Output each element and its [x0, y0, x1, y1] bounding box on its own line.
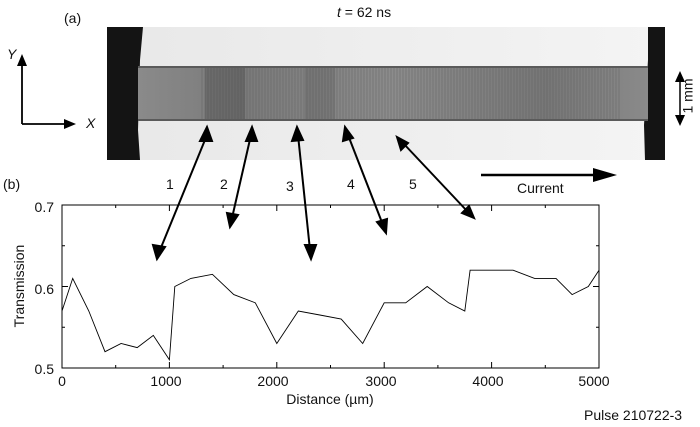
time-label: t = 62 ns	[337, 4, 391, 20]
transmission-trace	[61, 269, 600, 362]
xtick-5000: 5000	[578, 373, 610, 389]
arrow-2-head-top	[244, 124, 259, 142]
arrow-5-head-top	[395, 134, 410, 152]
axis-ticks	[61, 204, 600, 369]
wire-striations	[200, 66, 620, 121]
y-arrowhead	[17, 54, 27, 66]
arrow-5-head-bottom	[460, 204, 476, 220]
arrow-1	[159, 134, 208, 251]
arrow-3-head-bottom	[303, 244, 318, 262]
current-label: Current	[517, 180, 564, 196]
pulse-label: Pulse 210722-3	[584, 407, 683, 423]
current-arrowhead	[593, 168, 617, 182]
region-number-1: 1	[166, 176, 174, 192]
xtick-3000: 3000	[365, 373, 397, 389]
panel-a-label: (a)	[64, 10, 82, 26]
time-var: t	[337, 4, 341, 20]
x-axis-label: Distance (µm)	[286, 391, 374, 407]
arrow-5	[402, 142, 469, 213]
time-value: = 62 ns	[340, 4, 392, 20]
dark-region-2	[305, 66, 335, 121]
scale-label: 1 mm	[679, 78, 696, 114]
region-number-3: 3	[286, 178, 294, 194]
xtick-2000: 2000	[257, 373, 289, 389]
arrow-3-head-top	[290, 124, 305, 143]
region-number-2: 2	[220, 176, 228, 192]
arrow-4-head-top	[341, 124, 355, 143]
panel-b-label: (b)	[3, 176, 21, 192]
arrow-1-head-top	[198, 124, 214, 142]
arrow-4-head-bottom	[375, 217, 389, 236]
arrow-3	[297, 134, 311, 251]
dark-region	[205, 66, 245, 121]
xtick-1000: 1000	[150, 373, 182, 389]
ytick-0.5: 0.5	[34, 361, 54, 377]
y-axis-label: Transmission	[11, 244, 27, 328]
xtick-0: 0	[58, 373, 66, 389]
x-indicator-label: X	[86, 115, 96, 131]
left-electrode	[107, 27, 143, 160]
scale-label-wrap: 1 mm	[680, 72, 700, 122]
region-arrows	[151, 124, 476, 262]
ytick-0.7: 0.7	[34, 199, 54, 215]
y-indicator-label: Y	[7, 46, 17, 62]
ytick-0.6: 0.6	[34, 281, 54, 297]
arrow-2-head-bottom	[225, 211, 240, 230]
scale-arrow-up	[675, 71, 685, 82]
arrow-1-head-bottom	[151, 243, 167, 262]
xtick-4000: 4000	[472, 373, 504, 389]
region-number-4: 4	[347, 176, 355, 192]
scale-arrow-down	[675, 115, 685, 126]
strip-top-edge	[138, 66, 648, 68]
strip-bottom-edge	[138, 119, 648, 121]
arrow-4	[347, 134, 384, 226]
arrow-2	[231, 134, 252, 219]
right-electrode	[644, 27, 665, 160]
region-number-5: 5	[409, 176, 417, 192]
x-arrowhead	[64, 119, 76, 129]
